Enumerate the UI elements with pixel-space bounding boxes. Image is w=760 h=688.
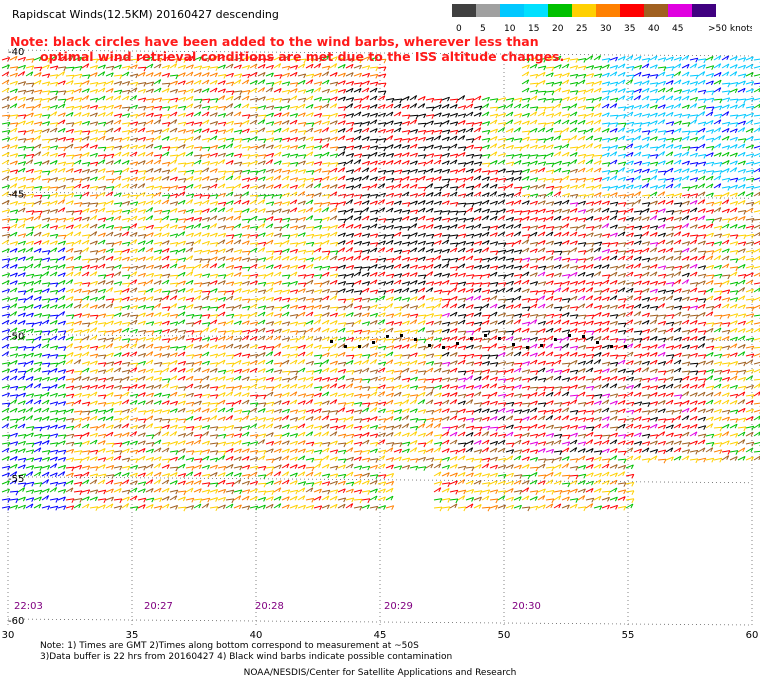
legend-tick-label: 40 (648, 24, 660, 34)
legend-swatch (476, 4, 500, 17)
legend-tick-label: 45 (672, 24, 683, 34)
legend-swatch (596, 4, 620, 17)
legend-swatch (572, 4, 596, 17)
legend-tick-label: 35 (624, 24, 635, 34)
legend-swatch (620, 4, 644, 17)
time-label: 20:27 (144, 601, 173, 612)
time-label: 20:29 (384, 601, 413, 612)
longitude-label: 30 (2, 630, 15, 641)
time-label: 20:30 (512, 601, 541, 612)
legend-tick-label: 25 (576, 24, 587, 34)
lat-lon-grid (7, 49, 753, 626)
longitude-label: 45 (374, 630, 387, 641)
latitude-label: -45 (8, 189, 24, 200)
longitude-label: 60 (746, 630, 759, 641)
footer-line-1: Note: 1) Times are GMT 2)Times along bot… (40, 641, 419, 651)
wind-barb-field (1, 55, 760, 512)
longitude-label: 55 (622, 630, 635, 641)
latitude-label: -55 (8, 474, 24, 485)
legend-tick-label: 0 (456, 24, 462, 34)
legend-tick-label: 10 (504, 24, 516, 34)
legend-swatch (692, 4, 716, 17)
legend-units-label: >50 knots (708, 24, 752, 34)
legend-tick-label: 20 (552, 24, 564, 34)
footer-line-2: 3)Data buffer is 22 hrs from 20160427 4)… (40, 652, 453, 662)
time-label: 20:28 (255, 601, 284, 612)
legend-swatch (548, 4, 572, 17)
footer-notes: Note: 1) Times are GMT 2)Times along bot… (40, 641, 452, 663)
note-line-2: optimal wind retrieval conditions are me… (40, 49, 565, 64)
latitude-label: -60 (8, 616, 24, 627)
legend-swatch (668, 4, 692, 17)
latitude-label: -40 (8, 47, 24, 58)
time-label: 22:03 (14, 601, 43, 612)
legend-swatch (500, 4, 524, 17)
legend-tick-label: 30 (600, 24, 612, 34)
note-line-1: Note: black circles have been added to t… (10, 34, 539, 49)
longitude-label: 35 (126, 630, 139, 641)
credit-line: NOAA/NESDIS/Center for Satellite Applica… (243, 668, 517, 678)
contamination-markers (330, 334, 627, 349)
legend-swatch (644, 4, 668, 17)
wind-speed-legend: 0 5 10 15 20 25 30 35 40 45 >50 knots (452, 4, 752, 34)
legend-swatch (452, 4, 476, 17)
legend-tick-label: 5 (480, 24, 486, 34)
contamination-note: Note: black circles have been added to t… (10, 34, 564, 64)
legend-swatch (524, 4, 548, 17)
longitude-label: 50 (498, 630, 511, 641)
latitude-label: -50 (8, 332, 24, 343)
longitude-label: 40 (250, 630, 263, 641)
legend-tick-label: 15 (528, 24, 539, 34)
map-title: Rapidscat Winds(12.5KM) 20160427 descend… (12, 8, 279, 21)
